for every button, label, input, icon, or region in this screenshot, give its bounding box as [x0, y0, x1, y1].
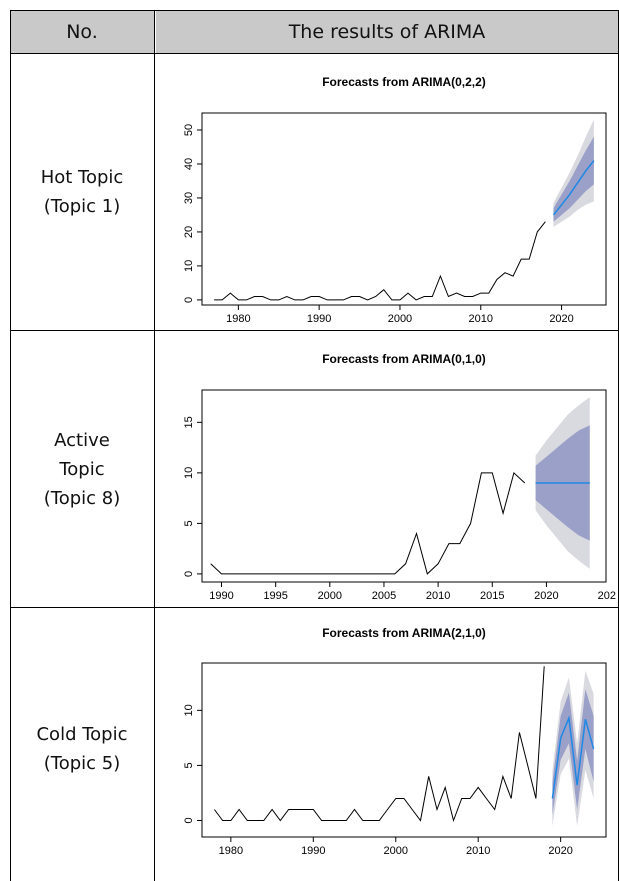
y-tick-label: 5: [183, 520, 195, 526]
row-divider-1: [10, 330, 619, 331]
y-tick-label: 50: [183, 124, 195, 136]
row-label-line: Topic: [59, 459, 105, 480]
y-tick-label: 15: [183, 416, 195, 428]
y-tick-label: 0: [183, 817, 195, 823]
y-tick-label: 10: [183, 704, 195, 716]
x-tick-label: 2005: [372, 590, 396, 602]
forecast-mean-line: [551, 715, 595, 799]
y-tick-label: 5: [183, 762, 195, 768]
row-label-line: Hot Topic: [40, 167, 124, 188]
y-tick-label: 40: [183, 158, 195, 170]
row-label-line: (Topic 8): [43, 488, 121, 509]
row-label-cold-topic: Cold Topic (Topic 5): [10, 720, 154, 778]
header-no: No.: [10, 11, 154, 53]
chart-title: Forecasts from ARIMA(0,1,0): [322, 352, 486, 366]
x-tick-label: 2010: [426, 590, 450, 602]
row-divider-2: [10, 607, 619, 608]
history-line: [213, 666, 545, 823]
plot-frame: [201, 389, 607, 583]
chart-title: Forecasts from ARIMA(2,1,0): [322, 626, 486, 640]
x-tick-label: 2020: [534, 590, 558, 602]
header-divider: [10, 53, 619, 54]
x-tick-label: 2020: [548, 845, 572, 857]
plot-frame: [201, 662, 607, 838]
y-tick-label: 10: [183, 467, 195, 479]
y-tick-label: 0: [183, 571, 195, 577]
y-tick-label: 30: [183, 192, 195, 204]
header-results: The results of ARIMA: [156, 11, 618, 53]
forecast-chart-active-topic: Forecasts from ARIMA(0,1,0) 1990 1995 2000 2…: [183, 352, 616, 602]
forecast-chart-cold-topic: Forecasts from ARIMA(2,1,0) 1980 1990 2000 2…: [183, 626, 607, 857]
column-divider: [154, 10, 155, 881]
y-tick-label: 10: [183, 260, 195, 272]
chart-title: Forecasts from ARIMA(0,2,2): [322, 75, 486, 89]
x-tick-label: 202: [598, 590, 616, 602]
table-border-top: [10, 10, 619, 11]
plot-frame: [201, 112, 607, 306]
x-tick-label: 2020: [549, 313, 573, 325]
row-label-active-topic: Active Topic (Topic 8): [10, 426, 154, 513]
x-tick-label: 2000: [384, 845, 408, 857]
x-tick-label: 2015: [480, 590, 504, 602]
row-label-line: Active: [54, 430, 110, 451]
y-tick-label: 0: [183, 297, 195, 303]
x-tick-label: 2000: [318, 590, 342, 602]
y-tick-label: 20: [183, 226, 195, 238]
row-label-line: (Topic 1): [43, 196, 121, 217]
x-tick-label: 2010: [469, 313, 493, 325]
row-label-line: (Topic 5): [43, 753, 121, 774]
x-tick-label: 1990: [307, 313, 331, 325]
x-tick-label: 1990: [209, 590, 233, 602]
table-border-left: [10, 10, 11, 881]
x-tick-label: 1980: [226, 313, 250, 325]
x-tick-label: 2000: [388, 313, 412, 325]
history-line: [214, 221, 546, 301]
x-tick-label: 1995: [263, 590, 287, 602]
forecast-mean-line: [552, 160, 595, 216]
forecast-band-80: [553, 136, 594, 222]
x-tick-label: 1980: [219, 845, 243, 857]
history-line: [210, 471, 526, 575]
row-label-line: Cold Topic: [36, 724, 128, 745]
x-tick-label: 1990: [301, 845, 325, 857]
forecast-chart-hot-topic: Forecasts from ARIMA(0,2,2) 1980 1990 2000 2…: [183, 75, 607, 325]
row-label-hot-topic: Hot Topic (Topic 1): [10, 163, 154, 221]
x-tick-label: 2010: [466, 845, 490, 857]
